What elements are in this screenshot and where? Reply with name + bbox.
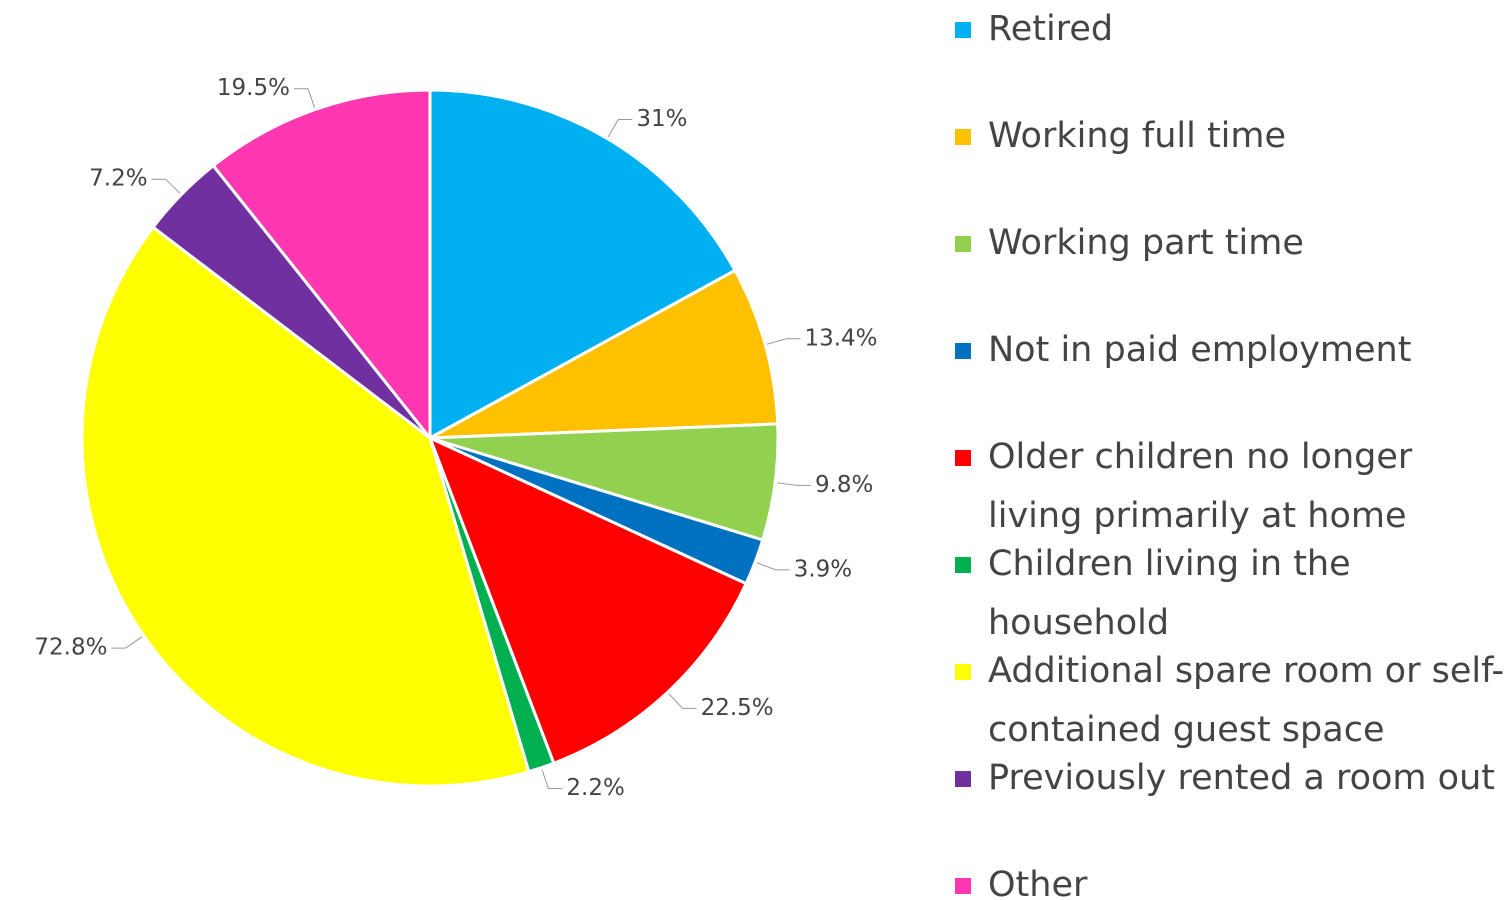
legend-item: Not in paid employment xyxy=(955,321,1507,380)
leader-line xyxy=(111,636,143,649)
pie-slice xyxy=(80,225,531,788)
legend-item: Children living in the household xyxy=(955,535,1507,653)
legend-label: Working part time xyxy=(988,223,1304,263)
legend-swatch xyxy=(955,236,971,252)
legend-swatch xyxy=(955,664,971,680)
data-label: 31% xyxy=(636,106,687,132)
legend-swatch xyxy=(955,557,971,573)
legend-item: Working full time xyxy=(955,107,1507,166)
data-label: 22.5% xyxy=(701,695,774,721)
legend-label: Additional spare room or self-contained … xyxy=(988,651,1505,750)
legend-swatch xyxy=(955,450,971,466)
legend-item: Additional spare room or self-contained … xyxy=(955,642,1507,760)
legend-item: Retired xyxy=(955,0,1507,59)
data-label: 7.2% xyxy=(89,166,147,192)
legend-label: Previously rented a room out xyxy=(988,758,1495,798)
data-label: 19.5% xyxy=(217,75,290,101)
data-label: 3.9% xyxy=(794,556,852,582)
legend-swatch xyxy=(955,129,971,145)
data-label: 72.8% xyxy=(34,635,107,661)
leader-line xyxy=(756,562,790,571)
leader-line xyxy=(293,88,316,108)
legend-item: Previously rented a room out xyxy=(955,749,1507,808)
pie-slice xyxy=(429,268,780,440)
leader-line xyxy=(668,693,697,709)
legend-swatch xyxy=(955,343,971,359)
legend-label: Not in paid employment xyxy=(988,330,1412,370)
legend-item: Older children no longer living primaril… xyxy=(955,428,1507,546)
legend-label: Retired xyxy=(988,9,1114,49)
pie-area: 31% 13.4% 9.8% 3.9% 22.5% 2.2% 72.8% 7.2% 19.5% xyxy=(34,75,877,801)
data-label: 9.8% xyxy=(815,472,873,498)
pie-slice xyxy=(211,88,432,443)
pie-slice xyxy=(427,435,749,766)
leader-line xyxy=(607,119,633,138)
legend-label: Working full time xyxy=(988,116,1287,156)
data-label: 13.4% xyxy=(804,325,877,351)
leader-line xyxy=(541,769,563,790)
legend-swatch xyxy=(955,878,971,894)
legend-swatch xyxy=(955,22,971,38)
pie-slice xyxy=(428,88,738,441)
legend-label: Children living in the household xyxy=(988,544,1351,643)
legend-item: Other xyxy=(955,856,1507,900)
legend-label: Older children no longer living primaril… xyxy=(988,437,1413,536)
legend-item: Working part time xyxy=(955,214,1507,273)
leader-line xyxy=(777,482,811,486)
legend-label: Other xyxy=(988,865,1088,900)
legend-swatch xyxy=(955,771,971,787)
leader-line xyxy=(151,178,181,194)
data-label: 2.2% xyxy=(566,775,624,801)
leader-line xyxy=(767,338,801,345)
